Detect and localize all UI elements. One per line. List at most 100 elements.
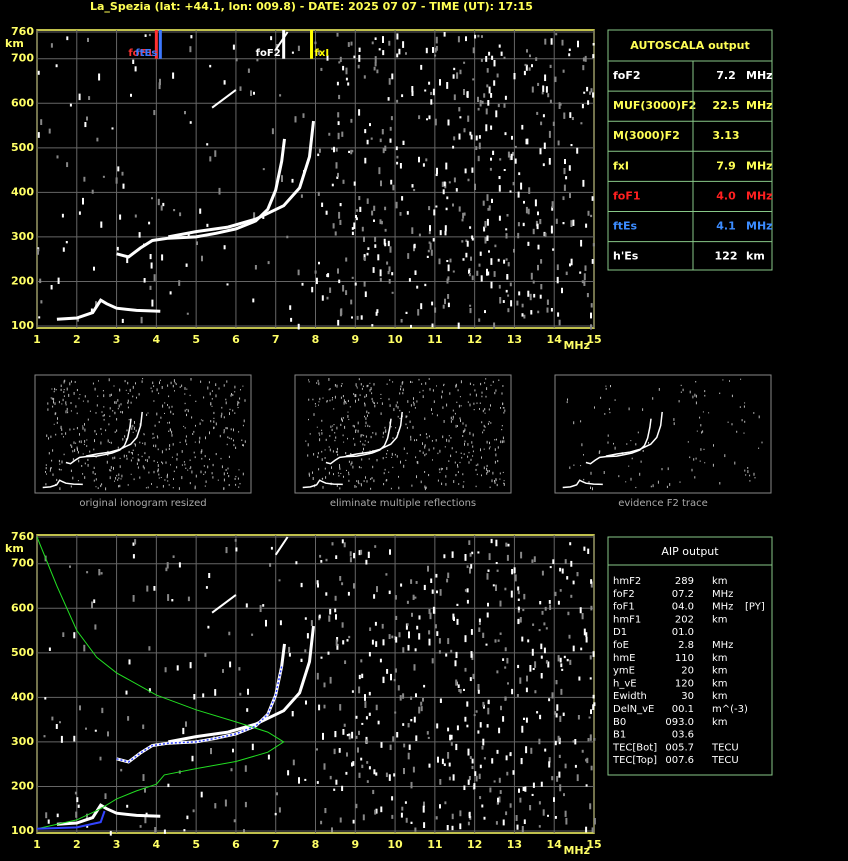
thumb-noise	[431, 440, 433, 442]
noise	[453, 67, 456, 71]
thumb-noise	[336, 426, 338, 430]
thumb-noise	[67, 411, 69, 414]
x-unit: MHz	[563, 339, 590, 352]
noise	[534, 661, 537, 668]
thumb-noise	[77, 451, 79, 454]
thumb-noise	[441, 482, 443, 486]
noise	[418, 615, 421, 620]
thumb-noise	[388, 398, 390, 401]
noise	[500, 705, 502, 711]
noise	[590, 605, 593, 611]
thumb-noise	[642, 408, 644, 411]
y-tick-label: 300	[11, 735, 34, 748]
thumb-noise	[61, 433, 63, 435]
thumb-noise	[46, 473, 47, 475]
noise	[498, 796, 501, 803]
noise	[389, 744, 392, 751]
noise	[471, 167, 474, 173]
thumb-noise	[457, 389, 459, 392]
noise	[505, 289, 508, 293]
noise	[483, 226, 486, 232]
thumb-noise	[179, 441, 181, 444]
thumb-noise	[461, 456, 463, 459]
thumb-noise	[499, 478, 501, 480]
noise	[561, 39, 564, 46]
noise	[191, 755, 194, 762]
noise	[478, 618, 481, 623]
noise	[206, 143, 209, 146]
thumb-noise	[167, 384, 169, 387]
thumb-noise	[416, 461, 418, 464]
noise	[202, 693, 205, 698]
noise	[429, 612, 432, 620]
thumb-noise	[58, 459, 60, 463]
thumb-noise	[84, 440, 86, 443]
noise	[583, 273, 586, 281]
thumb-noise	[124, 435, 126, 438]
noise	[493, 80, 496, 86]
noise	[420, 303, 423, 310]
thumb-noise	[384, 426, 386, 429]
thumb-noise	[103, 394, 105, 398]
thumb-noise	[243, 419, 245, 423]
noise	[464, 635, 467, 643]
thumb-noise	[400, 460, 401, 464]
noise	[552, 121, 555, 126]
thumb-noise	[321, 450, 323, 453]
noise	[472, 673, 475, 680]
noise	[414, 648, 417, 652]
noise	[65, 241, 68, 244]
noise	[536, 223, 539, 230]
thumb-noise	[348, 479, 350, 482]
noise	[466, 724, 469, 728]
thumb-noise	[77, 480, 79, 482]
thumb-noise	[472, 445, 474, 448]
noise	[558, 754, 561, 758]
noise	[517, 619, 520, 625]
noise	[474, 771, 477, 776]
thumb-noise	[94, 473, 96, 476]
noise	[507, 294, 510, 297]
y-tick-label: 700	[11, 52, 34, 65]
thumb-noise	[364, 402, 365, 405]
aip-value: 007.6	[665, 755, 694, 766]
aip-name: B0	[613, 717, 626, 728]
thumb-noise	[55, 412, 57, 415]
noise	[401, 196, 404, 201]
noise	[358, 686, 361, 694]
noise	[109, 830, 112, 836]
noise	[458, 206, 461, 212]
thumb-noise	[207, 465, 209, 469]
thumb-noise	[162, 404, 164, 408]
x-tick-label: 1	[33, 838, 41, 851]
thumb-noise	[745, 474, 747, 476]
noise	[121, 318, 124, 323]
thumb-noise	[100, 428, 102, 430]
thumb-noise	[59, 487, 61, 491]
thumb-noise	[233, 439, 234, 442]
thumb-noise	[161, 386, 163, 389]
noise	[361, 764, 364, 769]
noise	[583, 628, 586, 636]
param-unit: MHz	[746, 159, 773, 172]
noise	[186, 815, 189, 820]
noise	[318, 148, 321, 153]
thumb-noise	[403, 464, 405, 468]
thumb-noise	[322, 397, 324, 399]
noise	[185, 263, 188, 267]
noise	[568, 165, 571, 171]
thumb-noise	[489, 486, 491, 489]
noise	[542, 809, 545, 816]
noise	[457, 322, 460, 329]
thumb-noise	[50, 435, 52, 438]
thumb-noise	[365, 421, 367, 425]
noise	[122, 183, 125, 189]
thumb-noise	[361, 387, 363, 390]
noise	[423, 822, 426, 828]
thumb-noise	[428, 435, 430, 438]
thumb-noise	[604, 413, 606, 415]
thumb-noise	[483, 429, 485, 432]
thumb-noise	[76, 446, 78, 450]
thumb-noise	[83, 443, 85, 446]
thumb-noise	[203, 473, 205, 475]
